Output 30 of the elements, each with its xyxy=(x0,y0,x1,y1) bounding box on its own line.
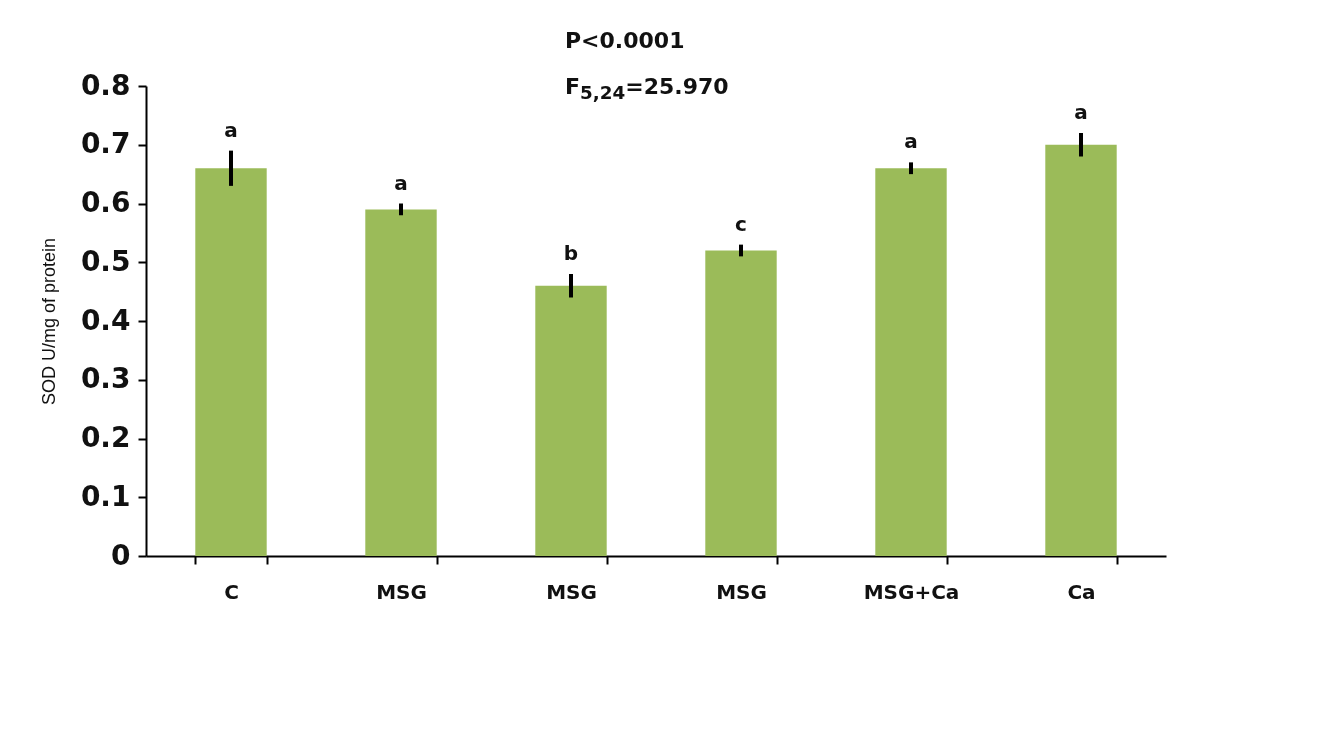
y-axis-title: SOD U/mg of protein xyxy=(38,237,59,406)
x-tick-label: C xyxy=(224,579,239,604)
y-tick-label: 0.1 xyxy=(80,479,131,513)
x-tick-label: MSG xyxy=(376,579,427,604)
y-tick-label: 0.6 xyxy=(80,186,131,219)
data-label: b xyxy=(563,241,579,265)
y-tick-label: 0.7 xyxy=(80,127,131,161)
data-label: a xyxy=(1074,100,1088,124)
annotation: F$_{5,24}$=25.970 xyxy=(565,74,729,104)
text: P<0.0001 xyxy=(565,28,685,53)
bar xyxy=(195,168,267,556)
x-tick-label: MSG xyxy=(716,579,767,604)
y-tick-label: 0.8 xyxy=(80,68,131,102)
data-label: a xyxy=(394,170,408,195)
bar xyxy=(365,209,437,556)
x-tick-label: Ca xyxy=(1067,579,1096,604)
y-tick-label: 0.2 xyxy=(80,421,131,454)
bar xyxy=(535,285,607,556)
y-tick-label: 0.5 xyxy=(80,244,131,278)
x-tick-label: MSG xyxy=(546,579,597,604)
data-label: c xyxy=(735,211,747,236)
bar xyxy=(1045,144,1117,556)
bar xyxy=(875,168,947,556)
bar xyxy=(705,250,777,556)
y-tick-label: 0.4 xyxy=(80,303,131,337)
y-tick-label: 0.3 xyxy=(80,362,131,396)
x-tick-label: MSG+Ca xyxy=(863,579,960,604)
y-tick-label: 0 xyxy=(111,538,131,572)
data-label: a xyxy=(904,129,918,154)
data-label: a xyxy=(224,117,238,142)
